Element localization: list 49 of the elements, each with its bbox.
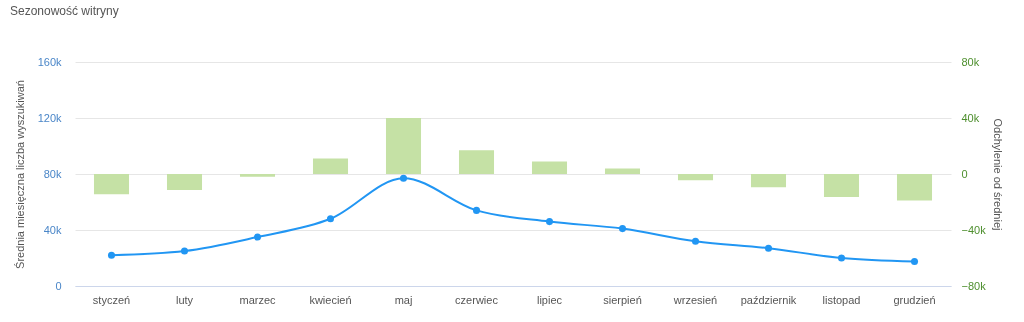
x-tick-label: marzec	[239, 293, 277, 306]
bar	[239, 174, 276, 177]
chart-title: Sezonowość witryny	[10, 4, 119, 18]
x-tick-label: kwiecień	[309, 293, 352, 306]
x-tick-label: październik	[740, 293, 797, 306]
bar	[604, 168, 641, 174]
point	[472, 206, 481, 214]
y2-tick-label: −40k	[961, 223, 987, 236]
x-tick-label: maj	[394, 293, 413, 306]
point	[326, 215, 335, 223]
y-tick-label: 160k	[37, 55, 62, 68]
y2-tick-label: −80k	[961, 279, 987, 292]
point	[910, 257, 919, 266]
point	[618, 225, 627, 233]
x-tick-label: luty	[175, 293, 194, 306]
point	[691, 237, 700, 245]
bar	[166, 174, 203, 191]
point	[764, 244, 773, 252]
point	[399, 174, 408, 182]
y-axis-title: Średnia miesięczna liczba wyszukiwań	[13, 80, 26, 269]
y-tick-label: 40k	[43, 223, 62, 236]
point	[107, 251, 116, 259]
x-tick-label: lipiec	[536, 293, 563, 306]
y-tick-label: 0	[55, 279, 62, 292]
bar	[385, 118, 422, 174]
bar	[823, 174, 860, 198]
x-tick-label: grudzień	[893, 293, 936, 306]
point	[837, 254, 846, 262]
bar	[677, 174, 714, 181]
y2-tick-label: 0	[961, 167, 968, 180]
bar	[750, 174, 787, 188]
point	[545, 218, 554, 226]
y2-tick-label: 80k	[961, 55, 980, 68]
y-tick-label: 120k	[37, 111, 62, 124]
x-tick-label: sierpień	[603, 293, 642, 306]
y2-axis-title: Odchylenie od średniej	[991, 118, 1004, 231]
bar	[896, 174, 933, 201]
x-tick-label: listopad	[822, 293, 861, 306]
x-tick-label: wrzesień	[672, 293, 718, 306]
point	[180, 247, 189, 255]
bar	[458, 150, 495, 174]
bar	[312, 158, 349, 174]
bar	[93, 174, 130, 195]
x-tick-label: styczeń	[92, 293, 131, 306]
y2-tick-label: 40k	[961, 111, 980, 124]
x-tick-label: czerwiec	[455, 293, 499, 306]
bar	[531, 161, 568, 174]
y-tick-label: 80k	[43, 167, 62, 180]
point	[253, 233, 262, 241]
